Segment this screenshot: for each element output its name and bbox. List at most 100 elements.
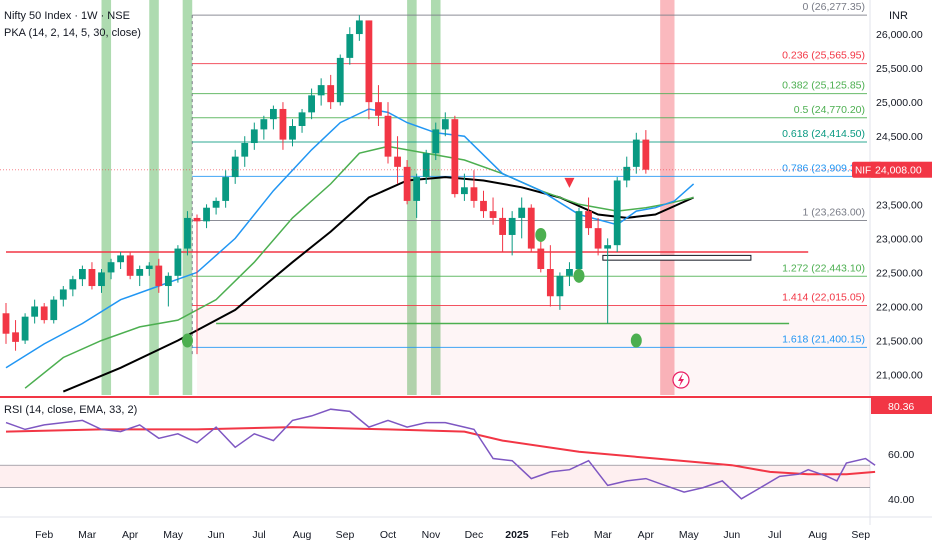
candle-body: [632, 139, 640, 167]
chart-title: Nifty 50 Index · 1W · NSE: [4, 10, 130, 22]
candle-body: [441, 119, 449, 130]
candle-body: [2, 313, 10, 334]
candle-body: [422, 153, 430, 178]
candle-body: [21, 316, 29, 341]
rsi-value-label: 80.36: [888, 401, 914, 413]
rsi-legend[interactable]: RSI (14, close, EMA, 33, 2): [4, 404, 138, 416]
price-tick-label: 21,500.00: [876, 336, 923, 348]
rsi-value-badge: [871, 398, 932, 414]
candle-body: [480, 200, 487, 212]
time-tick-label: Mar: [594, 529, 613, 541]
candle-body: [413, 177, 421, 201]
candle-body: [88, 269, 96, 287]
price-tick-label: 25,500.00: [876, 63, 923, 75]
candle-body: [98, 272, 105, 287]
highlight-band: [407, 0, 417, 395]
candle-body: [222, 177, 230, 201]
time-tick-label: Aug: [808, 529, 827, 541]
sell-signal: [564, 177, 575, 188]
highlight-band: [182, 0, 193, 395]
candle-body: [69, 279, 77, 290]
candle-body: [527, 207, 535, 249]
time-tick-label: Jun: [723, 529, 740, 541]
time-tick-label: Dec: [465, 529, 484, 541]
current-price-badge: [871, 161, 932, 178]
time-tick-label: 2025: [505, 529, 529, 541]
candle-body: [499, 217, 506, 235]
candle-body: [604, 245, 612, 249]
candle-body: [384, 115, 392, 157]
candle-body: [451, 119, 459, 195]
fib-zone-shade: [197, 305, 870, 395]
candle-body: [145, 265, 153, 270]
price-tick-label: 26,000.00: [876, 29, 923, 41]
candle-body: [260, 119, 268, 130]
time-tick-label: Jul: [768, 529, 781, 541]
fib-level-label: 0.5 (24,770.20): [794, 104, 865, 116]
candle-body: [40, 306, 48, 321]
candle-body: [203, 207, 210, 222]
candle-body: [164, 275, 172, 287]
candle-body: [394, 156, 401, 167]
symbol-badge-text: NIFTY: [855, 166, 884, 177]
rsi-band: [0, 465, 870, 488]
buy-signal: [535, 227, 547, 242]
range-box: [602, 254, 752, 261]
candle-body: [556, 275, 564, 297]
candle-body: [136, 269, 144, 276]
price-tick-label: 24,500.00: [876, 131, 923, 143]
candle-body: [336, 57, 344, 103]
candle-body: [174, 248, 182, 276]
candle-body: [355, 20, 363, 35]
candle-body: [575, 211, 583, 270]
candle-body: [212, 200, 220, 208]
candle-body: [59, 289, 67, 300]
fib-level-label: 1 (23,263.00): [803, 206, 865, 218]
price-tick-label: 23,500.00: [876, 199, 923, 211]
candle-body: [594, 228, 602, 249]
ema-green-line: [24, 145, 694, 389]
price-tick-label: 22,000.00: [876, 301, 923, 313]
candle-body: [613, 180, 621, 246]
highlight-band: [430, 0, 441, 395]
candle-body: [308, 95, 315, 113]
price-tick-label: 21,000.00: [876, 370, 923, 382]
candle-body: [31, 306, 39, 317]
time-tick-label: Apr: [122, 529, 139, 541]
candle-body: [184, 217, 191, 249]
buy-signal: [573, 268, 585, 283]
candle-body: [518, 207, 526, 218]
time-tick-label: Apr: [638, 529, 655, 541]
buy-signal: [181, 333, 193, 348]
candle-body: [12, 332, 19, 342]
candle-body: [623, 166, 631, 181]
time-tick-label: Feb: [35, 529, 53, 541]
price-tick-label: 22,500.00: [876, 267, 923, 279]
rsi-line: [5, 408, 876, 500]
highlight-band: [660, 0, 675, 395]
buy-signal: [630, 333, 642, 348]
candle-body: [375, 102, 382, 116]
fib-level-label: 1.618 (21,400.15): [782, 333, 865, 345]
time-tick-label: May: [163, 529, 184, 541]
fib-level-label: 0.236 (25,565.95): [782, 50, 865, 62]
highlight-band: [101, 0, 112, 395]
price-tick-label: 23,000.00: [876, 233, 923, 245]
time-tick-label: Sep: [851, 529, 870, 541]
highlight-band: [149, 0, 159, 395]
candle-body: [327, 85, 335, 103]
candle-body: [566, 269, 573, 276]
candle-body: [489, 211, 497, 218]
lightning-icon: [678, 373, 684, 387]
candle-body: [279, 108, 287, 140]
candle-body: [270, 108, 277, 120]
rsi-tick-label: 40.00: [888, 494, 914, 506]
candle-body: [470, 187, 478, 201]
fib-level-label: 0.786 (23,909.35): [782, 162, 865, 174]
time-tick-label: Mar: [78, 529, 97, 541]
candle-body: [537, 248, 545, 270]
candle-body: [241, 143, 249, 157]
indicator-legend[interactable]: PKA (14, 2, 14, 5, 30, close): [4, 27, 141, 39]
